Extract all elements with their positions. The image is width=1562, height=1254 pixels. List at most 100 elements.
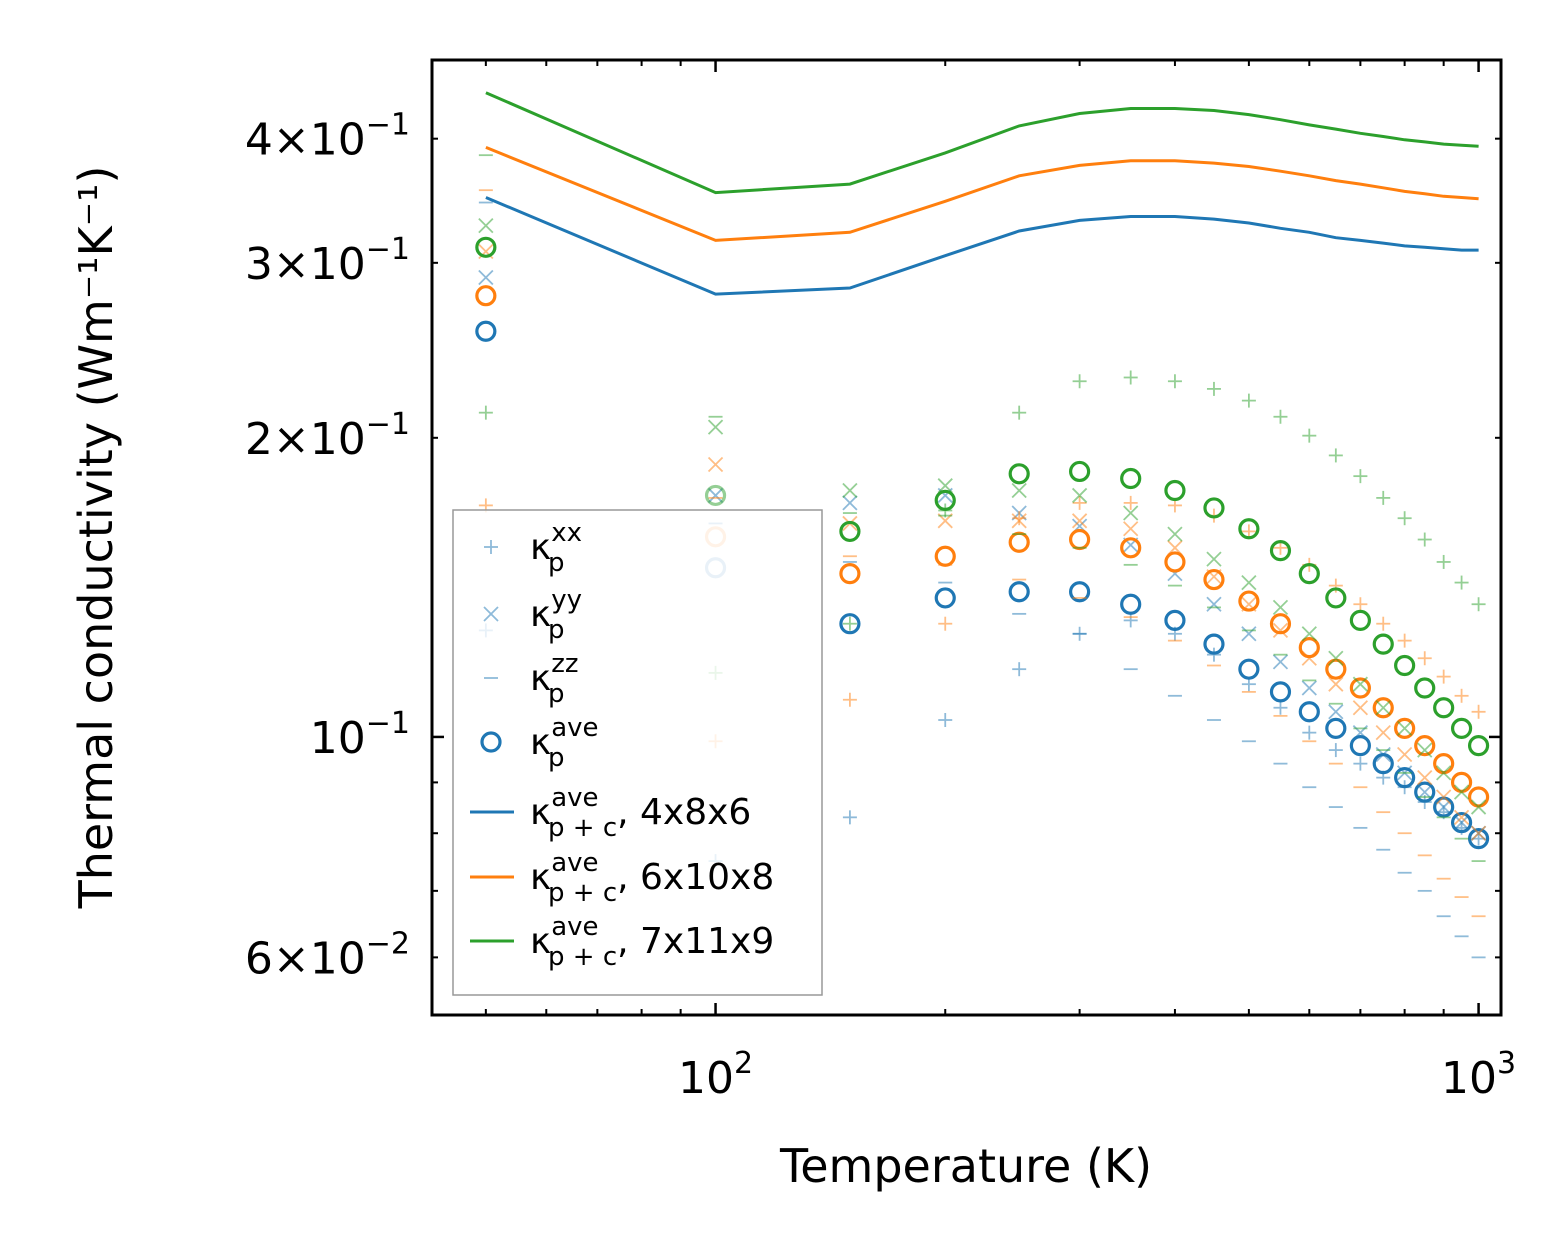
point-4x8x6-kyy-100-b <box>707 487 724 504</box>
point-6x10x8-kave-450-ring <box>1203 568 1225 591</box>
point-6x10x8-kxx-500 <box>1241 524 1256 539</box>
point-7x11x9-kyy-450 <box>1206 551 1222 567</box>
legend-entry-5: κave p + c, 4x8x6 <box>470 783 751 843</box>
point-4x8x6-kyy-600 <box>1301 680 1317 696</box>
y-tick-label-0.4: 4×10−1 <box>245 108 410 166</box>
point-4x8x6-kave-800 <box>1394 767 1416 789</box>
legend-marker-circle <box>480 731 502 753</box>
point-6x10x8-kave-750 <box>1372 697 1394 719</box>
point-7x11x9-kave-950 <box>1450 717 1473 739</box>
point-7x11x9-kave-1000-ring <box>1467 735 1490 757</box>
point-7x11x9-kave-400-ring <box>1164 479 1186 502</box>
point-4x8x6-kave-600 <box>1298 701 1320 723</box>
point-4x8x6-kave-850-ring <box>1414 781 1436 803</box>
point-7x11x9-kave-900-ring <box>1433 697 1455 719</box>
point-4x8x6-kave-350 <box>1120 593 1142 615</box>
point-7x11x9-kave-600 <box>1298 563 1320 585</box>
point-7x11x9-kxx-700 <box>1353 469 1368 484</box>
point-4x8x6-kave-200-ring <box>934 587 956 609</box>
point-6x10x8-kave-650 <box>1325 658 1347 680</box>
point-6x10x8-kyy-650-b <box>1328 676 1344 692</box>
point-4x8x6-kxx-150 <box>842 810 857 825</box>
legend-label-7: κave p + c, 7x11x9 <box>530 912 774 972</box>
point-4x8x6-kave-50 <box>475 320 497 342</box>
point-6x10x8-kyy-900-b <box>1436 789 1452 805</box>
y-tick-label-0.1: 10−1 <box>310 706 410 764</box>
point-7x11x9-kave-1000 <box>1467 735 1490 757</box>
point-6x10x8-kave-150-ring <box>839 563 861 585</box>
point-7x11x9-kyy-350 <box>1123 505 1139 521</box>
point-7x11x9-kave-700-ring <box>1349 609 1371 632</box>
point-7x11x9-kyy-300-b <box>1071 487 1088 504</box>
point-6x10x8-kxx-700 <box>1353 597 1368 612</box>
legend-label-2: κyy p <box>530 585 582 645</box>
point-6x10x8-kxx-750 <box>1376 616 1391 631</box>
point-4x8x6-kave-500-ring <box>1238 658 1260 680</box>
point-4x8x6-kave-450 <box>1203 633 1225 655</box>
point-7x11x9-kave-850 <box>1414 677 1436 699</box>
point-7x11x9-kxx-300 <box>1072 374 1087 389</box>
point-6x10x8-kyy-800 <box>1396 746 1413 763</box>
point-7x11x9-kave-950-ring <box>1450 717 1473 739</box>
point-6x10x8-kxx-350 <box>1123 495 1138 510</box>
point-6x10x8-kyy-850-b <box>1417 769 1433 786</box>
point-7x11x9-kyy-100-b <box>707 419 724 435</box>
point-7x11x9-kyy-350-b <box>1123 505 1139 521</box>
point-7x11x9-kave-200-ring <box>934 489 956 511</box>
point-7x11x9-kxx-500 <box>1241 393 1256 408</box>
point-6x10x8-kyy-250-b <box>1011 513 1027 529</box>
point-6x10x8-kyy-950 <box>1453 809 1470 825</box>
point-6x10x8-kyy-700 <box>1352 700 1369 716</box>
point-4x8x6-kave-950 <box>1450 811 1473 834</box>
point-4x8x6-kyy-500-b <box>1241 626 1257 642</box>
legend-entry-2: κyy p <box>483 585 582 645</box>
point-7x11x9-kave-100 <box>704 484 727 507</box>
point-4x8x6-kave-600-ring <box>1298 701 1320 723</box>
point-6x10x8-kxx-300 <box>1072 495 1087 510</box>
point-6x10x8-kyy-800-b <box>1396 746 1413 763</box>
point-4x8x6-kxx-700 <box>1353 756 1368 771</box>
point-7x11x9-kxx-50 <box>478 405 493 420</box>
point-7x11x9-kave-750 <box>1372 633 1394 655</box>
point-6x10x8-kyy-350 <box>1123 521 1139 537</box>
point-6x10x8-kyy-700-b <box>1352 700 1369 716</box>
point-4x8x6-kave-250 <box>1008 581 1030 603</box>
legend-marker-cross <box>483 606 499 622</box>
point-7x11x9-kyy-250 <box>1011 482 1027 499</box>
point-4x8x6-kyy-950 <box>1453 814 1470 831</box>
point-6x10x8-kave-700-ring <box>1349 677 1371 699</box>
point-4x8x6-kave-1000 <box>1467 828 1490 850</box>
point-6x10x8-kyy-900 <box>1436 789 1452 805</box>
point-6x10x8-kave-350 <box>1120 537 1142 559</box>
point-7x11x9-kxx-850 <box>1417 532 1432 547</box>
point-7x11x9-kave-500-ring <box>1238 518 1260 540</box>
x-axis-title: Temperature (K) <box>779 1139 1152 1193</box>
point-7x11x9-kyy-700 <box>1352 676 1369 692</box>
point-7x11x9-kave-50-ring <box>475 236 497 258</box>
point-6x10x8-kave-150 <box>839 563 861 585</box>
point-7x11x9-kave-50 <box>475 236 497 258</box>
point-7x11x9-kave-450 <box>1203 497 1225 519</box>
point-6x10x8-kxx-950 <box>1454 688 1469 703</box>
line-6x10x8 <box>485 146 1479 242</box>
plot-area <box>475 91 1490 959</box>
point-4x8x6-kave-750 <box>1372 753 1394 775</box>
point-6x10x8-kave-500 <box>1238 590 1260 612</box>
point-4x8x6-kyy-150 <box>842 495 858 511</box>
point-7x11x9-kave-400 <box>1164 479 1186 502</box>
point-4x8x6-kave-850 <box>1414 781 1436 803</box>
point-7x11x9-kyy-700-b <box>1352 676 1369 692</box>
point-6x10x8-kyy-550-b <box>1272 622 1289 639</box>
point-7x11x9-kxx-1000 <box>1471 597 1486 612</box>
point-4x8x6-kxx-650 <box>1328 743 1343 758</box>
point-6x10x8-kyy-850 <box>1417 769 1433 786</box>
point-6x10x8-kxx-900 <box>1436 669 1451 684</box>
point-6x10x8-kyy-100-b <box>707 456 724 473</box>
point-7x11x9-kave-550-ring <box>1269 539 1292 562</box>
point-4x8x6-kave-400 <box>1164 609 1186 632</box>
legend-label-1: κxx p <box>530 518 582 578</box>
point-7x11x9-kave-500 <box>1238 518 1260 540</box>
point-7x11x9-kyy-500 <box>1241 574 1257 591</box>
